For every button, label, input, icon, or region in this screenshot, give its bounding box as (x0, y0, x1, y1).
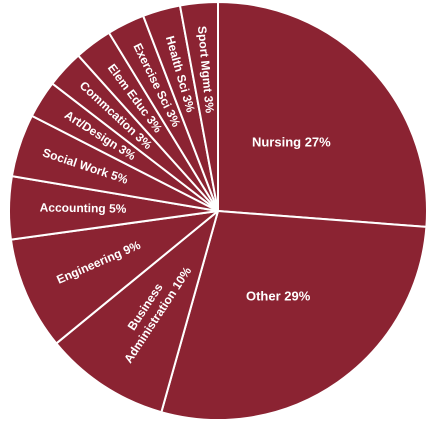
pie-slice-engineering (9, 210, 219, 345)
pie-label-accounting: Accounting 5% (40, 200, 127, 215)
pie-slice-sport-mgmt (178, 1, 219, 212)
pie-slice-other (160, 210, 428, 421)
pie-slices (8, 1, 428, 421)
pie-slice-nursing (217, 1, 428, 228)
pie-slice-business-administration (55, 210, 219, 414)
pie-label-nursing: Nursing 27% (252, 134, 331, 149)
pie-label-other: Other 29% (246, 288, 311, 303)
